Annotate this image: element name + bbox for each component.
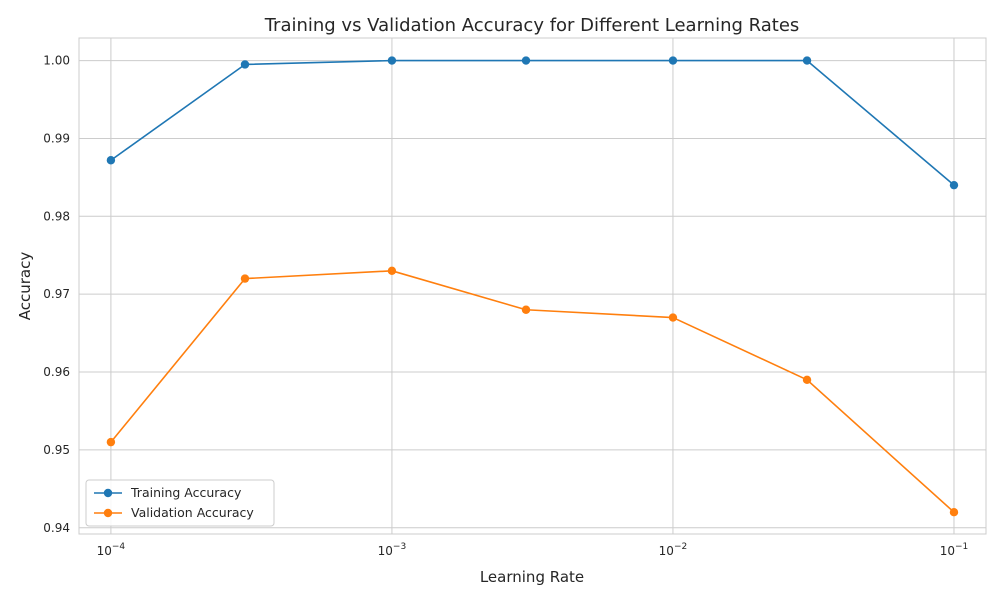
- training-accuracy-point: [240, 60, 250, 69]
- y-tick-label: 0.97: [43, 287, 70, 301]
- legend: Training Accuracy Validation Accuracy: [85, 479, 275, 527]
- legend-marker-training: [103, 488, 113, 498]
- validation-accuracy-point: [387, 266, 397, 276]
- x-tick-label: 10−4: [97, 542, 126, 558]
- training-accuracy-point: [949, 180, 959, 190]
- y-tick-label: 0.99: [43, 131, 70, 145]
- training-accuracy-point: [802, 56, 812, 65]
- legend-entry-validation: Validation Accuracy: [94, 505, 254, 520]
- x-tick-label: 10−2: [659, 542, 688, 558]
- series-layer: [106, 56, 959, 517]
- training-accuracy-point: [106, 156, 116, 165]
- x-tick-label: 10−3: [378, 542, 407, 558]
- legend-entry-training: Training Accuracy: [94, 485, 242, 500]
- grid-lines: [79, 38, 986, 534]
- validation-accuracy-point: [106, 437, 116, 447]
- validation-accuracy-point: [521, 305, 531, 314]
- training-accuracy-point: [668, 56, 678, 65]
- training-accuracy-point: [387, 56, 397, 65]
- training-accuracy-point: [521, 56, 531, 65]
- legend-label-validation: Validation Accuracy: [131, 505, 254, 520]
- legend-marker-validation: [103, 508, 113, 518]
- validation-accuracy-point: [949, 507, 959, 517]
- y-tick-label: 1.00: [43, 54, 70, 68]
- x-axis-label: Learning Rate: [480, 568, 584, 586]
- y-tick-label: 0.98: [43, 209, 70, 223]
- plot-frame: [78, 37, 987, 535]
- y-tick-label: 0.94: [43, 521, 70, 535]
- validation-accuracy-point: [668, 313, 678, 322]
- y-axis-label: Accuracy: [16, 252, 34, 321]
- tick-labels: 0.94 0.95 0.96 0.97 0.98 0.99 1.00 10−4 10−3 10−2…: [43, 54, 968, 558]
- y-tick-label: 0.95: [43, 443, 70, 457]
- plot-area-background: [79, 38, 986, 534]
- legend-box: [85, 479, 275, 527]
- legend-label-training: Training Accuracy: [130, 485, 242, 500]
- chart-title: Training vs Validation Accuracy for Diff…: [264, 15, 800, 36]
- validation-accuracy-point: [240, 274, 250, 283]
- x-tick-label: 10−1: [940, 542, 969, 558]
- validation-accuracy-point: [802, 375, 812, 385]
- y-tick-label: 0.96: [43, 365, 70, 379]
